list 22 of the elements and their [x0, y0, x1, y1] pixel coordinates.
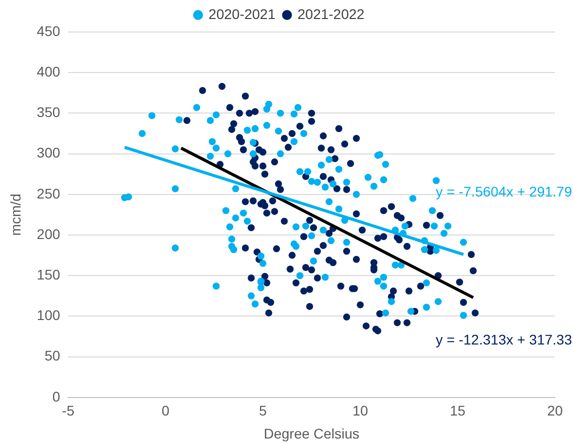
y-tick-label: 400: [36, 63, 60, 80]
x-tick-label: 5: [258, 402, 267, 419]
x-tick-label: 0: [162, 402, 170, 419]
y-axis-title: mcm/d: [7, 194, 24, 236]
y-tick-label: 450: [36, 22, 60, 39]
y-tick-label: 150: [36, 266, 60, 282]
y-tick-label: 350: [36, 104, 60, 120]
y-tick-label: 0: [52, 388, 60, 404]
legend-label: 2020-2021: [208, 6, 276, 22]
x-tick-label: 15: [450, 402, 466, 419]
legend-label: 2021-2022: [298, 6, 365, 22]
x-tick-label: 10: [352, 402, 368, 419]
y-tick-label: 200: [36, 226, 60, 242]
y-tick-label: 50: [44, 348, 60, 364]
x-tick-label: -5: [62, 402, 75, 419]
annotation: y = -12.313x + 317.33: [436, 331, 572, 348]
y-tick-label: 250: [36, 185, 60, 202]
y-tick-label: 100: [36, 307, 60, 324]
annotation: y = -7.5604x + 291.79: [436, 183, 572, 200]
y-tick-label: 300: [36, 144, 60, 161]
x-axis-title: Degree Celsius: [264, 425, 360, 442]
x-tick-label: 20: [547, 402, 563, 419]
